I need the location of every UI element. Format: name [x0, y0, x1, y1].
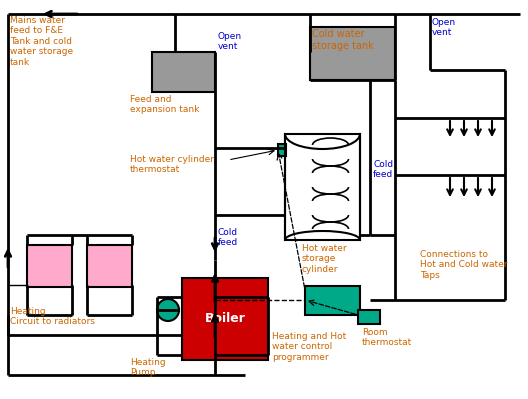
Text: Hot water cylinder
thermostat: Hot water cylinder thermostat — [130, 155, 214, 174]
Text: Heating
Circuit to radiators: Heating Circuit to radiators — [10, 307, 95, 326]
Bar — [87, 245, 132, 287]
Text: Open
vent: Open vent — [432, 18, 456, 38]
Bar — [358, 310, 380, 324]
Bar — [152, 52, 215, 92]
Text: Room
thermostat: Room thermostat — [362, 328, 412, 348]
Text: Feed and
expansion tank: Feed and expansion tank — [130, 95, 200, 115]
Text: Connections to
Hot and Cold water
Taps: Connections to Hot and Cold water Taps — [420, 250, 507, 280]
Text: Cold
feed: Cold feed — [218, 228, 238, 247]
Text: Open
vent: Open vent — [218, 32, 242, 51]
Text: Boiler: Boiler — [204, 312, 246, 326]
Bar — [182, 278, 268, 360]
Circle shape — [157, 299, 179, 321]
Text: Heating and Hot
water control
programmer: Heating and Hot water control programmer — [272, 332, 346, 362]
Bar — [278, 144, 286, 156]
Text: Cold
feed: Cold feed — [373, 160, 393, 180]
Text: Cold water
storage tank: Cold water storage tank — [312, 29, 374, 51]
Text: Mains water
feed to F&E
Tank and cold
water storage
tank: Mains water feed to F&E Tank and cold wa… — [10, 16, 73, 67]
Bar — [305, 286, 360, 315]
Bar — [285, 134, 360, 240]
Bar — [27, 245, 72, 287]
Text: Hot water
storage
cylinder: Hot water storage cylinder — [302, 244, 346, 274]
Bar — [310, 27, 395, 80]
Text: Heating
Pump: Heating Pump — [130, 358, 166, 377]
